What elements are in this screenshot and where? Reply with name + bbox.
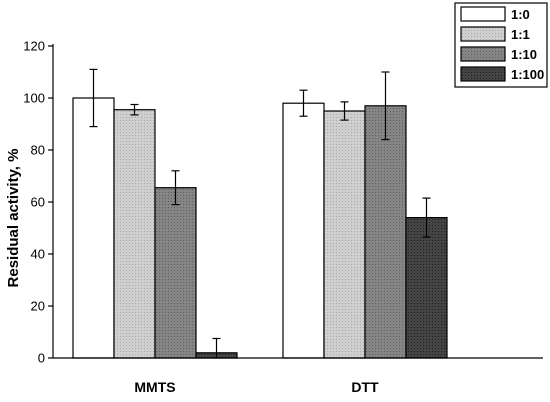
legend-item: 1:10	[460, 46, 537, 62]
bar-mmts-1-0	[72, 97, 115, 359]
error-bar-dtt-1-1	[340, 101, 349, 121]
y-axis: 0 20 40 60 80 100 120	[23, 39, 54, 366]
legend-label: 1:1	[511, 27, 530, 42]
legend-swatch	[460, 46, 506, 62]
y-tick-label: 20	[31, 299, 45, 314]
error-bar-dtt-1-100	[422, 197, 431, 238]
error-bar-dtt-1-0	[299, 89, 308, 117]
legend-label: 1:10	[511, 47, 537, 62]
error-bar-mmts-1-0	[89, 68, 98, 128]
legend-item: 1:0	[460, 6, 530, 22]
y-tick-label: 80	[31, 143, 45, 158]
legend-item: 1:1	[460, 26, 530, 42]
legend-swatch	[460, 66, 506, 82]
bar-dtt-1-0	[282, 102, 325, 359]
legend-swatch	[460, 26, 506, 42]
legend: 1:0 1:1 1:10 1:100	[454, 2, 548, 88]
x-axis: MMTS DTT	[53, 357, 543, 395]
y-tick-label: 100	[23, 91, 45, 106]
category-label: DTT	[351, 379, 379, 395]
y-axis-title: Residual activity, %	[5, 149, 22, 288]
legend-label: 1:100	[511, 67, 544, 82]
bar-mmts-1-10	[154, 187, 197, 359]
plot-area	[72, 68, 448, 359]
legend-label: 1:0	[511, 7, 530, 22]
bar-dtt-1-10	[364, 105, 407, 359]
bar-dtt-1-100	[405, 217, 448, 359]
error-bar-mmts-1-10	[171, 170, 180, 206]
y-tick-label: 0	[38, 351, 45, 366]
legend-swatch	[460, 6, 506, 22]
legend-item: 1:100	[460, 66, 544, 82]
bar-dtt-1-1	[323, 110, 366, 359]
y-tick-label: 120	[23, 39, 45, 54]
y-tick-label: 40	[31, 247, 45, 262]
error-bar-mmts-1-1	[130, 103, 139, 116]
category-label: MMTS	[134, 379, 175, 395]
y-tick-label: 60	[31, 195, 45, 210]
error-bar-dtt-1-10	[381, 71, 390, 141]
bar-mmts-1-1	[113, 109, 156, 359]
